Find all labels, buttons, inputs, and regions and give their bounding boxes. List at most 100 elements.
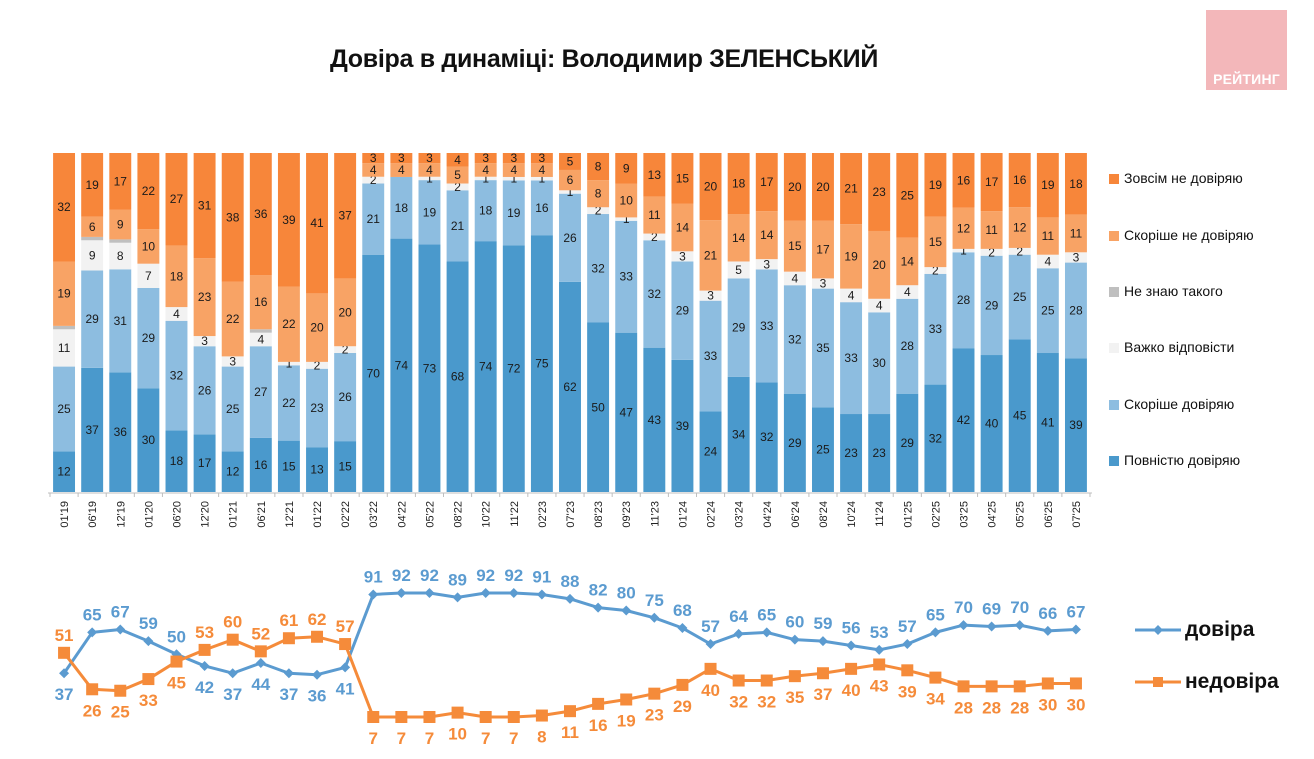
data-point (143, 636, 154, 647)
legend-swatch (1109, 174, 1119, 184)
bar-value-label: 19 (929, 178, 943, 192)
bar-value-label: 5 (567, 154, 574, 168)
x-tick-label: 06'19 (87, 501, 99, 528)
data-label: 60 (785, 613, 804, 632)
bar-value-label: 38 (226, 210, 240, 224)
bar-segment (277, 365, 300, 441)
bar-value-label: 2 (932, 263, 939, 277)
diamond-marker-icon (1135, 625, 1181, 636)
bar-segment (474, 180, 497, 242)
bar-segment (221, 366, 244, 452)
bar-value-label: 4 (539, 163, 546, 177)
bar-segment (390, 238, 413, 492)
bar-02'25: 32 33 2 15 19 (924, 153, 947, 492)
data-label: 52 (251, 624, 270, 643)
bar-value-label: 21 (367, 212, 381, 226)
bar-value-label: 29 (142, 331, 156, 345)
data-point (676, 678, 689, 691)
bar-value-label: 14 (901, 254, 915, 268)
x-tick-label: 01'22 (312, 501, 324, 528)
bar-segment (165, 245, 188, 308)
bar-value-label: 11 (1042, 229, 1055, 243)
bar-segment (193, 153, 216, 259)
bar-segment (587, 214, 610, 323)
bar-value-label: 19 (85, 178, 99, 192)
bar-value-label: 30 (142, 433, 156, 447)
data-point (424, 588, 435, 598)
bar-segment (755, 211, 778, 260)
bar-segment (277, 286, 300, 362)
bar-value-label: 33 (760, 319, 774, 333)
data-point (480, 588, 491, 598)
bar-value-label: 45 (1013, 409, 1027, 423)
bar-value-label: 1 (623, 212, 630, 226)
bar-value-label: 23 (873, 185, 887, 199)
x-tick-label: 10'24 (846, 501, 858, 528)
data-point (255, 658, 266, 669)
bar-01'22: 13 23 2 20 41 (306, 153, 328, 492)
bar-value-label: 32 (57, 200, 71, 214)
data-point (1070, 624, 1081, 635)
data-label: 32 (729, 693, 748, 712)
bar-value-label: 19 (423, 205, 437, 219)
bar-value-label: 18 (732, 177, 746, 191)
bar-value-label: 50 (591, 400, 605, 414)
bar-value-label: 18 (1069, 177, 1083, 191)
bar-value-label: 43 (648, 413, 662, 427)
bar-value-label: 20 (873, 258, 887, 272)
bar-segment (1036, 268, 1059, 354)
bar-segment (137, 153, 160, 230)
x-tick-label: 06'20 (171, 501, 183, 528)
bar-value-label: 33 (620, 270, 634, 284)
bar-value-label: 20 (338, 305, 352, 319)
bar-value-label: 20 (816, 180, 830, 194)
bar-value-label: 41 (1041, 416, 1055, 430)
bar-segment (221, 281, 244, 357)
bar-value-label: 4 (173, 307, 180, 321)
data-point (902, 639, 913, 650)
data-point (930, 627, 941, 638)
bar-segment (699, 411, 722, 492)
data-point (705, 639, 716, 650)
x-tick-label: 02'25 (930, 501, 942, 528)
bar-08'24: 25 35 3 17 20 (812, 153, 834, 492)
bar-value-label: 41 (310, 216, 324, 230)
bar-segment (165, 320, 188, 431)
data-point (986, 621, 997, 632)
bar-segment (1064, 262, 1087, 359)
bar-value-label: 25 (1013, 290, 1027, 304)
bar-value-label: 4 (510, 163, 517, 177)
bar-segment (1036, 153, 1059, 218)
data-point (536, 589, 547, 600)
bar-segment (1036, 353, 1059, 492)
bar-segment (699, 300, 722, 412)
data-point (115, 624, 126, 635)
data-label: 51 (55, 626, 74, 645)
bar-value-label: 2 (1016, 244, 1023, 258)
x-tick-label: 01'20 (143, 501, 155, 528)
bar-10'24: 23 33 4 19 21 (840, 153, 863, 492)
bar-11'23: 43 32 2 11 13 (643, 153, 666, 492)
legend-label: Важко відповісти (1124, 339, 1235, 355)
data-label: 65 (83, 605, 102, 624)
data-point (564, 705, 576, 718)
x-tick-label: 04'22 (396, 501, 408, 528)
x-tick-label: 08'22 (453, 501, 465, 528)
line-legend-item-trust: довіра (1133, 618, 1254, 642)
bar-value-label: 29 (788, 436, 802, 450)
bar-segment (952, 248, 975, 253)
bar-value-label: 31 (198, 199, 212, 213)
bar-01'24: 39 29 3 14 15 (671, 153, 694, 492)
data-point (874, 644, 885, 655)
bar-value-label: 29 (901, 436, 915, 450)
bar-segment (530, 235, 553, 492)
data-point (1014, 620, 1025, 631)
bar-value-label: 25 (1041, 304, 1055, 318)
bar-segment (109, 242, 132, 270)
bar-07'23: 62 26 16 5 (559, 153, 581, 492)
data-point (198, 643, 211, 656)
bar-segment (952, 348, 975, 492)
bar-01'19: 12 25 11 19 32 (53, 153, 76, 492)
bar-segment (446, 261, 469, 492)
